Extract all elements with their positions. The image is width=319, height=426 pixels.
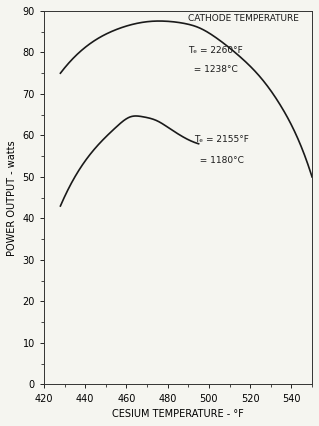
Text: = 1238°C: = 1238°C xyxy=(188,65,238,74)
Text: Tₑ = 2155°F: Tₑ = 2155°F xyxy=(195,135,249,144)
Text: CATHODE TEMPERATURE: CATHODE TEMPERATURE xyxy=(188,14,299,23)
Y-axis label: POWER OUTPUT - watts: POWER OUTPUT - watts xyxy=(7,140,17,256)
Text: Tₑ = 2260°F: Tₑ = 2260°F xyxy=(188,46,243,55)
Text: = 1180°C: = 1180°C xyxy=(195,156,244,165)
X-axis label: CESIUM TEMPERATURE - °F: CESIUM TEMPERATURE - °F xyxy=(112,409,244,419)
